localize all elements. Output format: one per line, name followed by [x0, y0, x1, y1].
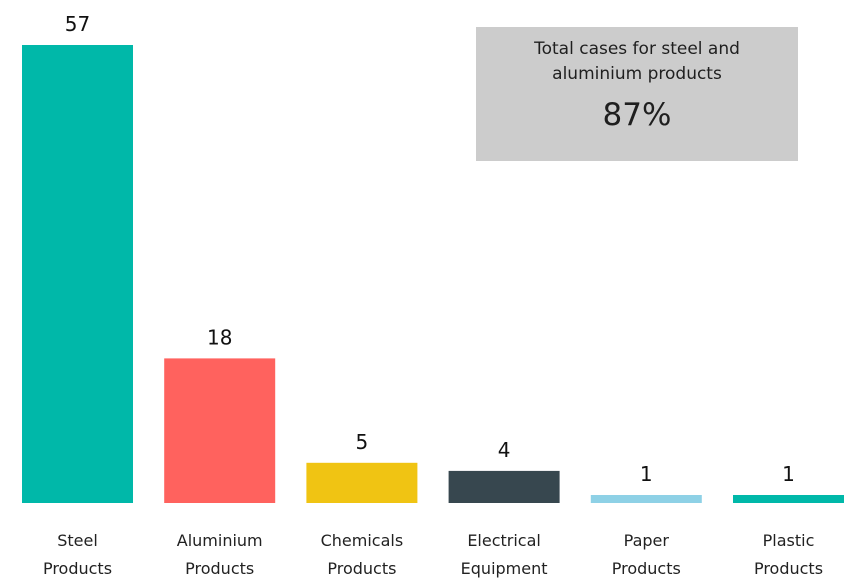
bar-0: [22, 45, 133, 503]
category-label-4-line-0: Paper: [624, 531, 670, 550]
bar-value-label-3: 4: [498, 438, 511, 462]
bar-value-label-5: 1: [782, 462, 795, 486]
callout-text: Total cases for steel and aluminium prod…: [534, 39, 740, 84]
bar-2: [306, 462, 418, 503]
category-label-0-line-0: Steel: [57, 531, 98, 550]
bar-1: [164, 358, 276, 503]
bar-4: [590, 495, 702, 503]
summary-callout: Total cases for steel and aluminium prod…: [476, 27, 798, 161]
category-label-0-line-1: Products: [43, 559, 112, 578]
bar-value-label-1: 18: [207, 325, 232, 349]
category-label-1-line-1: Products: [185, 559, 254, 578]
category-labels-group: Steel Products Aluminium Products Chemicals P…: [43, 531, 823, 578]
bars-group: [22, 45, 844, 503]
category-label-5-line-0: Plastic: [763, 531, 815, 550]
category-label-2-line-0: Chemicals: [321, 531, 404, 550]
category-label-5-line-1: Products: [754, 559, 823, 578]
category-label-4-line-1: Products: [612, 559, 681, 578]
value-labels-group: 57 18 5 4 1 1: [65, 12, 795, 486]
callout-value: 87%: [602, 97, 672, 133]
category-label-2-line-1: Products: [327, 559, 396, 578]
category-label-3-line-1: Equipment: [461, 559, 548, 578]
bar-value-label-0: 57: [65, 12, 90, 36]
bar-5: [733, 495, 844, 503]
category-label-1-line-0: Aluminium: [177, 531, 263, 550]
bar-3: [448, 470, 560, 503]
bar-value-label-2: 5: [356, 430, 369, 454]
bar-value-label-4: 1: [640, 462, 653, 486]
category-label-3-line-0: Electrical: [467, 531, 541, 550]
